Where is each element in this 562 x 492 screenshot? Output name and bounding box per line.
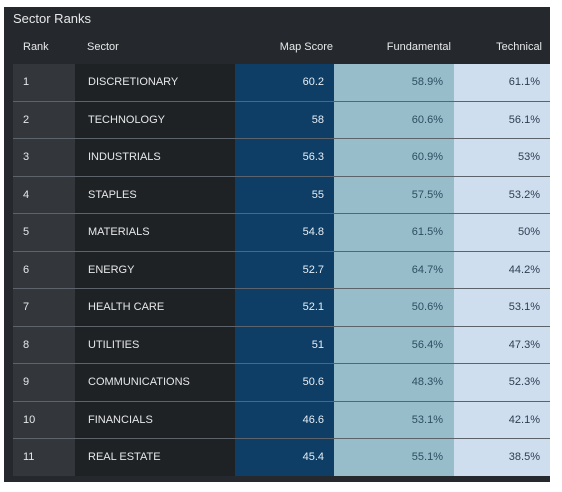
table-row[interactable]: 6 ENERGY 52.7 64.7% 44.2%	[13, 251, 550, 289]
rank-cell: 9	[13, 364, 75, 401]
header-rank[interactable]: Rank	[23, 41, 49, 53]
rank-cell: 7	[13, 289, 75, 326]
table-row[interactable]: 4 STAPLES 55 57.5% 53.2%	[13, 176, 550, 214]
technical-cell: 56.1%	[454, 101, 550, 138]
rank-cell: 2	[13, 101, 75, 138]
rank-cell: 11	[13, 439, 75, 476]
rank-cell: 4	[13, 176, 75, 213]
sector-cell: STAPLES	[75, 176, 235, 213]
map-score-cell: 50.6	[235, 364, 334, 401]
map-score-cell: 52.7	[235, 251, 334, 288]
header-map-score[interactable]: Map Score	[279, 41, 333, 53]
sector-cell: MATERIALS	[75, 214, 235, 251]
map-score-cell: 56.3	[235, 139, 334, 176]
fundamental-cell: 50.6%	[334, 289, 454, 326]
sector-cell: INDUSTRIALS	[75, 139, 235, 176]
table-row[interactable]: 7 HEALTH CARE 52.1 50.6% 53.1%	[13, 289, 550, 327]
fundamental-cell: 64.7%	[334, 251, 454, 288]
map-score-cell: 51	[235, 326, 334, 363]
map-score-cell: 60.2	[235, 64, 334, 101]
map-score-cell: 52.1	[235, 289, 334, 326]
rank-cell: 6	[13, 251, 75, 288]
fundamental-cell: 56.4%	[334, 326, 454, 363]
fundamental-cell: 57.5%	[334, 176, 454, 213]
fundamental-cell: 61.5%	[334, 214, 454, 251]
rank-cell: 3	[13, 139, 75, 176]
map-score-cell: 46.6	[235, 401, 334, 438]
sector-cell: HEALTH CARE	[75, 289, 235, 326]
technical-cell: 52.3%	[454, 364, 550, 401]
header-technical[interactable]: Technical	[496, 41, 542, 53]
panel-title: Sector Ranks	[13, 11, 92, 26]
rank-cell: 10	[13, 401, 75, 438]
rank-cell: 8	[13, 326, 75, 363]
technical-cell: 44.2%	[454, 251, 550, 288]
table-row[interactable]: 5 MATERIALS 54.8 61.5% 50%	[13, 214, 550, 252]
sector-cell: UTILITIES	[75, 326, 235, 363]
map-score-cell: 45.4	[235, 439, 334, 476]
fundamental-cell: 53.1%	[334, 401, 454, 438]
map-score-cell: 55	[235, 176, 334, 213]
sector-cell: DISCRETIONARY	[75, 64, 235, 101]
table-row[interactable]: 8 UTILITIES 51 56.4% 47.3%	[13, 326, 550, 364]
technical-cell: 53%	[454, 139, 550, 176]
fundamental-cell: 60.6%	[334, 101, 454, 138]
sector-ranks-table: 1 DISCRETIONARY 60.2 58.9% 61.1% 2 TECHN…	[13, 64, 550, 476]
fundamental-cell: 58.9%	[334, 64, 454, 101]
sector-cell: ENERGY	[75, 251, 235, 288]
sector-ranks-panel: Sector Ranks Rank Sector Map Score Funda…	[4, 7, 550, 482]
technical-cell: 50%	[454, 214, 550, 251]
technical-cell: 38.5%	[454, 439, 550, 476]
table-row[interactable]: 2 TECHNOLOGY 58 60.6% 56.1%	[13, 101, 550, 139]
technical-cell: 61.1%	[454, 64, 550, 101]
technical-cell: 42.1%	[454, 401, 550, 438]
header-sector[interactable]: Sector	[87, 41, 119, 53]
sector-cell: TECHNOLOGY	[75, 101, 235, 138]
technical-cell: 53.1%	[454, 289, 550, 326]
sector-cell: FINANCIALS	[75, 401, 235, 438]
table-row[interactable]: 3 INDUSTRIALS 56.3 60.9% 53%	[13, 139, 550, 177]
sector-cell: COMMUNICATIONS	[75, 364, 235, 401]
technical-cell: 47.3%	[454, 326, 550, 363]
map-score-cell: 54.8	[235, 214, 334, 251]
map-score-cell: 58	[235, 101, 334, 138]
fundamental-cell: 55.1%	[334, 439, 454, 476]
table-row[interactable]: 9 COMMUNICATIONS 50.6 48.3% 52.3%	[13, 364, 550, 402]
table-row[interactable]: 1 DISCRETIONARY 60.2 58.9% 61.1%	[13, 64, 550, 102]
table-row[interactable]: 11 REAL ESTATE 45.4 55.1% 38.5%	[13, 439, 550, 476]
technical-cell: 53.2%	[454, 176, 550, 213]
sector-cell: REAL ESTATE	[75, 439, 235, 476]
rank-cell: 5	[13, 214, 75, 251]
fundamental-cell: 48.3%	[334, 364, 454, 401]
table-row[interactable]: 10 FINANCIALS 46.6 53.1% 42.1%	[13, 401, 550, 439]
header-fundamental[interactable]: Fundamental	[386, 41, 451, 53]
fundamental-cell: 60.9%	[334, 139, 454, 176]
rank-cell: 1	[13, 64, 75, 101]
